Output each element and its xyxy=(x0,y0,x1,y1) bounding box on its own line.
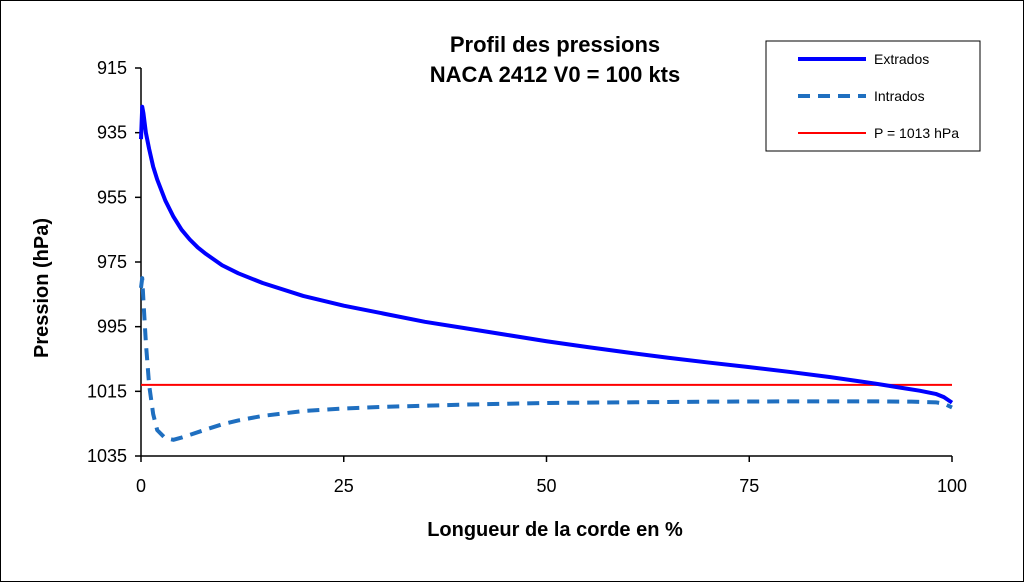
legend-label-extrados: Extrados xyxy=(874,51,929,67)
y-tick-label: 935 xyxy=(97,123,127,143)
chart-title-line1: Profil des pressions xyxy=(450,32,660,57)
x-tick-label: 100 xyxy=(937,476,967,496)
series-line-extrados xyxy=(139,104,954,405)
x-tick-label: 0 xyxy=(136,476,146,496)
y-tick-label: 955 xyxy=(97,187,127,207)
y-tick-label: 1035 xyxy=(87,446,127,466)
series-line-intrados xyxy=(139,276,953,442)
y-tick-label: 1015 xyxy=(87,381,127,401)
x-tick-label: 50 xyxy=(536,476,556,496)
y-tick-labels: 915 935 955 975 995 1015 1035 xyxy=(87,58,127,466)
chart-title-line2: NACA 2412 V0 = 100 kts xyxy=(430,62,681,87)
y-tick-label: 915 xyxy=(97,58,127,78)
y-tick-label: 975 xyxy=(97,252,127,272)
y-tick-label: 995 xyxy=(97,317,127,337)
x-tick-label: 75 xyxy=(739,476,759,496)
legend-label-reference: P = 1013 hPa xyxy=(874,125,959,141)
legend: Extrados Intrados P = 1013 hPa xyxy=(765,40,981,152)
legend-label-intrados: Intrados xyxy=(874,88,925,104)
x-tick-labels: 0 25 50 75 100 xyxy=(136,476,967,496)
x-tick-label: 25 xyxy=(334,476,354,496)
y-axis-label: Pression (hPa) xyxy=(31,218,53,358)
x-axis-label: Longueur de la corde en % xyxy=(427,519,683,541)
series-layer xyxy=(139,104,954,442)
